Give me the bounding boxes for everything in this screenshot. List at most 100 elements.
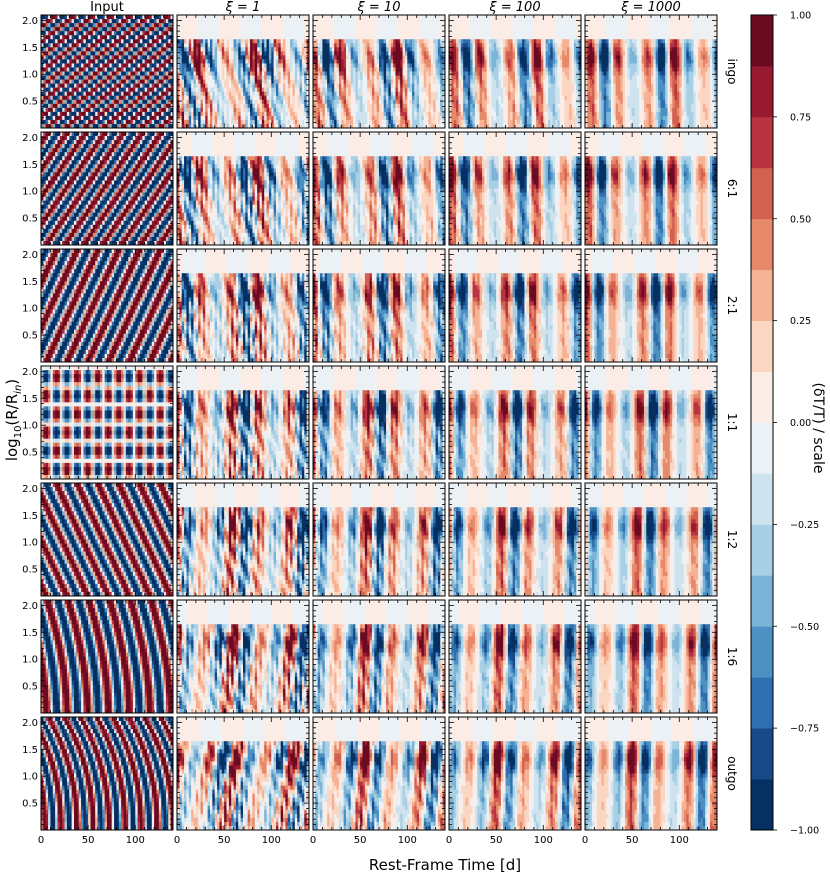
heatmap-cell: [409, 99, 413, 105]
heatmap-cell: [433, 39, 437, 44]
heatmap-cell: [163, 27, 167, 32]
heatmap-cell: [404, 87, 408, 93]
heatmap-cell: [355, 123, 359, 128]
heatmap-cell: [414, 111, 418, 117]
heatmap-cell: [125, 15, 129, 20]
heatmap-cell: [69, 87, 73, 93]
heatmap-cell: [104, 99, 108, 105]
heatmap-cell: [226, 119, 230, 125]
heatmap-cell: [88, 15, 92, 20]
heatmap-cell: [338, 87, 342, 93]
heatmap-cell: [254, 87, 258, 93]
heatmap-cell: [76, 111, 80, 117]
heatmap-cell: [102, 83, 106, 89]
heatmap-cell: [74, 31, 77, 36]
heatmap-cell: [257, 123, 261, 128]
heatmap-cell: [74, 95, 77, 101]
heatmap-cell: [147, 47, 151, 52]
heatmap-cell: [336, 115, 340, 121]
heatmap-cell: [437, 71, 441, 77]
heatmap-cell: [252, 15, 256, 20]
heatmap-cell: [137, 35, 141, 40]
heatmap-cell: [334, 43, 338, 48]
heatmap-cell: [224, 31, 228, 36]
heatmap-cell: [62, 39, 66, 44]
heatmap-cell: [217, 23, 221, 28]
heatmap-cell: [161, 75, 165, 81]
heatmap-cell: [317, 31, 321, 36]
heatmap-cell: [212, 107, 216, 113]
heatmap-cell: [400, 111, 404, 117]
heatmap-cell: [341, 55, 345, 60]
heatmap-cell: [45, 55, 49, 60]
heatmap-cell: [233, 83, 237, 89]
heatmap-cell: [395, 75, 399, 81]
heatmap-cell: [407, 19, 411, 24]
heatmap-cell: [442, 95, 445, 101]
heatmap-cell: [243, 63, 246, 69]
heatmap-cell: [440, 31, 444, 36]
heatmap-cell: [271, 103, 275, 109]
heatmap-cell: [266, 15, 270, 20]
heatmap-cell: [346, 87, 349, 93]
heatmap-cell: [297, 51, 301, 56]
heatmap-cell: [355, 27, 359, 32]
heatmap-cell: [144, 35, 148, 40]
heatmap-cell: [186, 15, 190, 20]
heatmap-cell: [212, 67, 216, 73]
heatmap-cell: [99, 87, 103, 93]
heatmap-cell: [317, 95, 321, 101]
heatmap-cell: [428, 79, 432, 85]
heatmap-cell: [386, 55, 390, 60]
heatmap-cell: [290, 15, 294, 20]
heatmap-cell: [247, 111, 251, 117]
heatmap-cell: [364, 99, 368, 105]
heatmap-cell: [191, 23, 195, 28]
heatmap-cell: [331, 27, 335, 32]
heatmap-cell: [71, 19, 75, 24]
heatmap-cell: [170, 111, 173, 117]
heatmap-cell: [78, 71, 82, 77]
heatmap-cell: [71, 15, 75, 20]
heatmap-cell: [92, 75, 96, 81]
heatmap-cell: [83, 99, 87, 105]
heatmap-cell: [102, 27, 106, 32]
heatmap-cell: [57, 71, 61, 77]
heatmap-cell: [62, 15, 66, 20]
heatmap-cell: [331, 39, 335, 44]
heatmap-cell: [57, 23, 61, 28]
heatmap-cell: [341, 35, 345, 40]
heatmap-cell: [435, 55, 439, 60]
heatmap-cell: [156, 87, 160, 93]
heatmap-cell: [264, 59, 268, 65]
heatmap-cell: [338, 111, 342, 117]
heatmap-cell: [393, 99, 397, 105]
heatmap-cell: [383, 35, 387, 40]
heatmap-cell: [137, 119, 141, 125]
heatmap-cell: [264, 71, 268, 77]
heatmap-cell: [228, 99, 232, 105]
heatmap-cell: [334, 91, 338, 97]
heatmap-cell: [92, 71, 96, 77]
heatmap-cell: [317, 67, 321, 73]
heatmap-cell: [341, 67, 345, 73]
heatmap-cell: [231, 31, 235, 36]
heatmap-cell: [81, 83, 85, 89]
heatmap-cell: [97, 79, 101, 85]
heatmap-cell: [412, 71, 415, 77]
heatmap-cell: [66, 63, 70, 69]
heatmap-cell: [88, 23, 92, 28]
heatmap-cell: [304, 115, 308, 121]
heatmap-cell: [52, 23, 56, 28]
heatmap-cell: [367, 63, 371, 69]
heatmap-cell: [99, 119, 103, 125]
heatmap-cell: [142, 115, 146, 121]
heatmap-cell: [140, 111, 143, 117]
heatmap-cell: [128, 31, 132, 36]
heatmap-cell: [294, 115, 298, 121]
heatmap-cell: [449, 35, 452, 40]
heatmap-cell: [147, 23, 151, 28]
heatmap-cell: [331, 35, 335, 40]
heatmap-cell: [114, 71, 118, 77]
heatmap-cell: [228, 83, 232, 89]
